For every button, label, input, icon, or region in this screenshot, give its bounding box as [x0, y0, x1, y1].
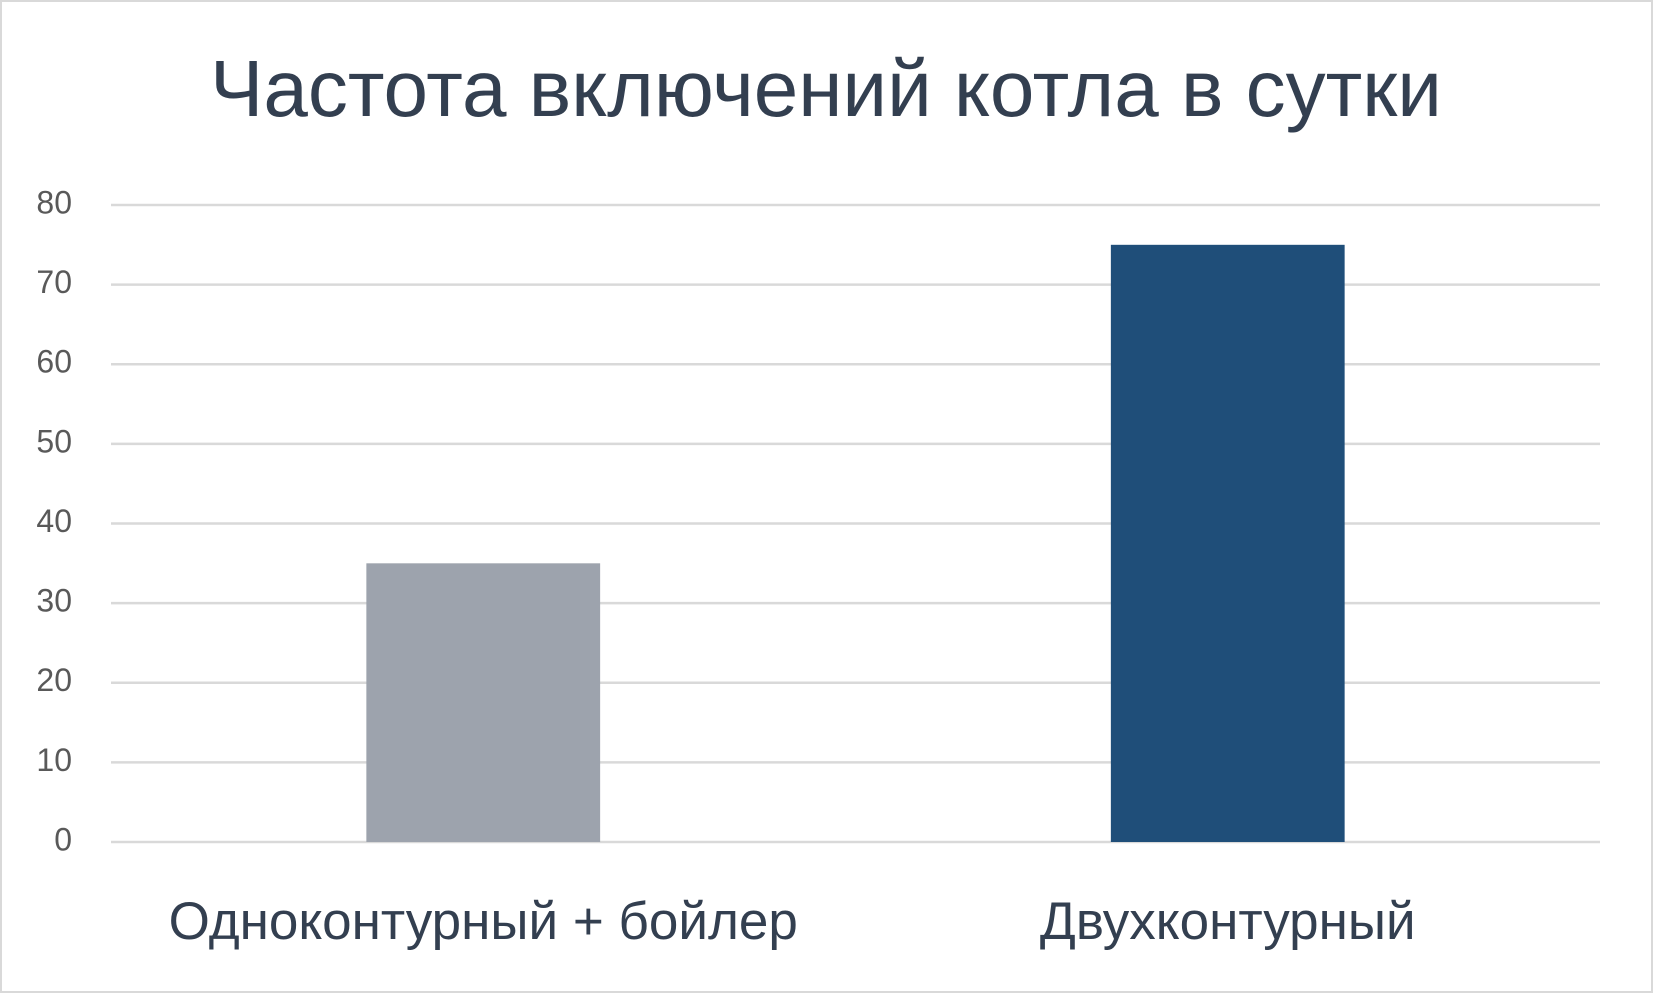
y-tick-label: 40 [36, 503, 72, 539]
y-tick-label: 10 [36, 742, 72, 778]
chart-title: Частота включений котла в сутки [210, 44, 1442, 133]
y-tick-label: 30 [36, 583, 72, 619]
y-tick-label: 70 [36, 264, 72, 300]
y-tick-label: 20 [36, 662, 72, 698]
bar [1110, 244, 1345, 842]
x-tick-label: Двухконтурный [1040, 892, 1416, 951]
y-tick-label: 60 [36, 344, 72, 380]
x-tick-label: Одноконтурный + бойлер [169, 892, 798, 951]
bar [366, 563, 601, 842]
y-tick-label: 50 [36, 423, 72, 459]
y-tick-label: 80 [36, 184, 72, 220]
y-tick-label: 0 [54, 821, 72, 857]
